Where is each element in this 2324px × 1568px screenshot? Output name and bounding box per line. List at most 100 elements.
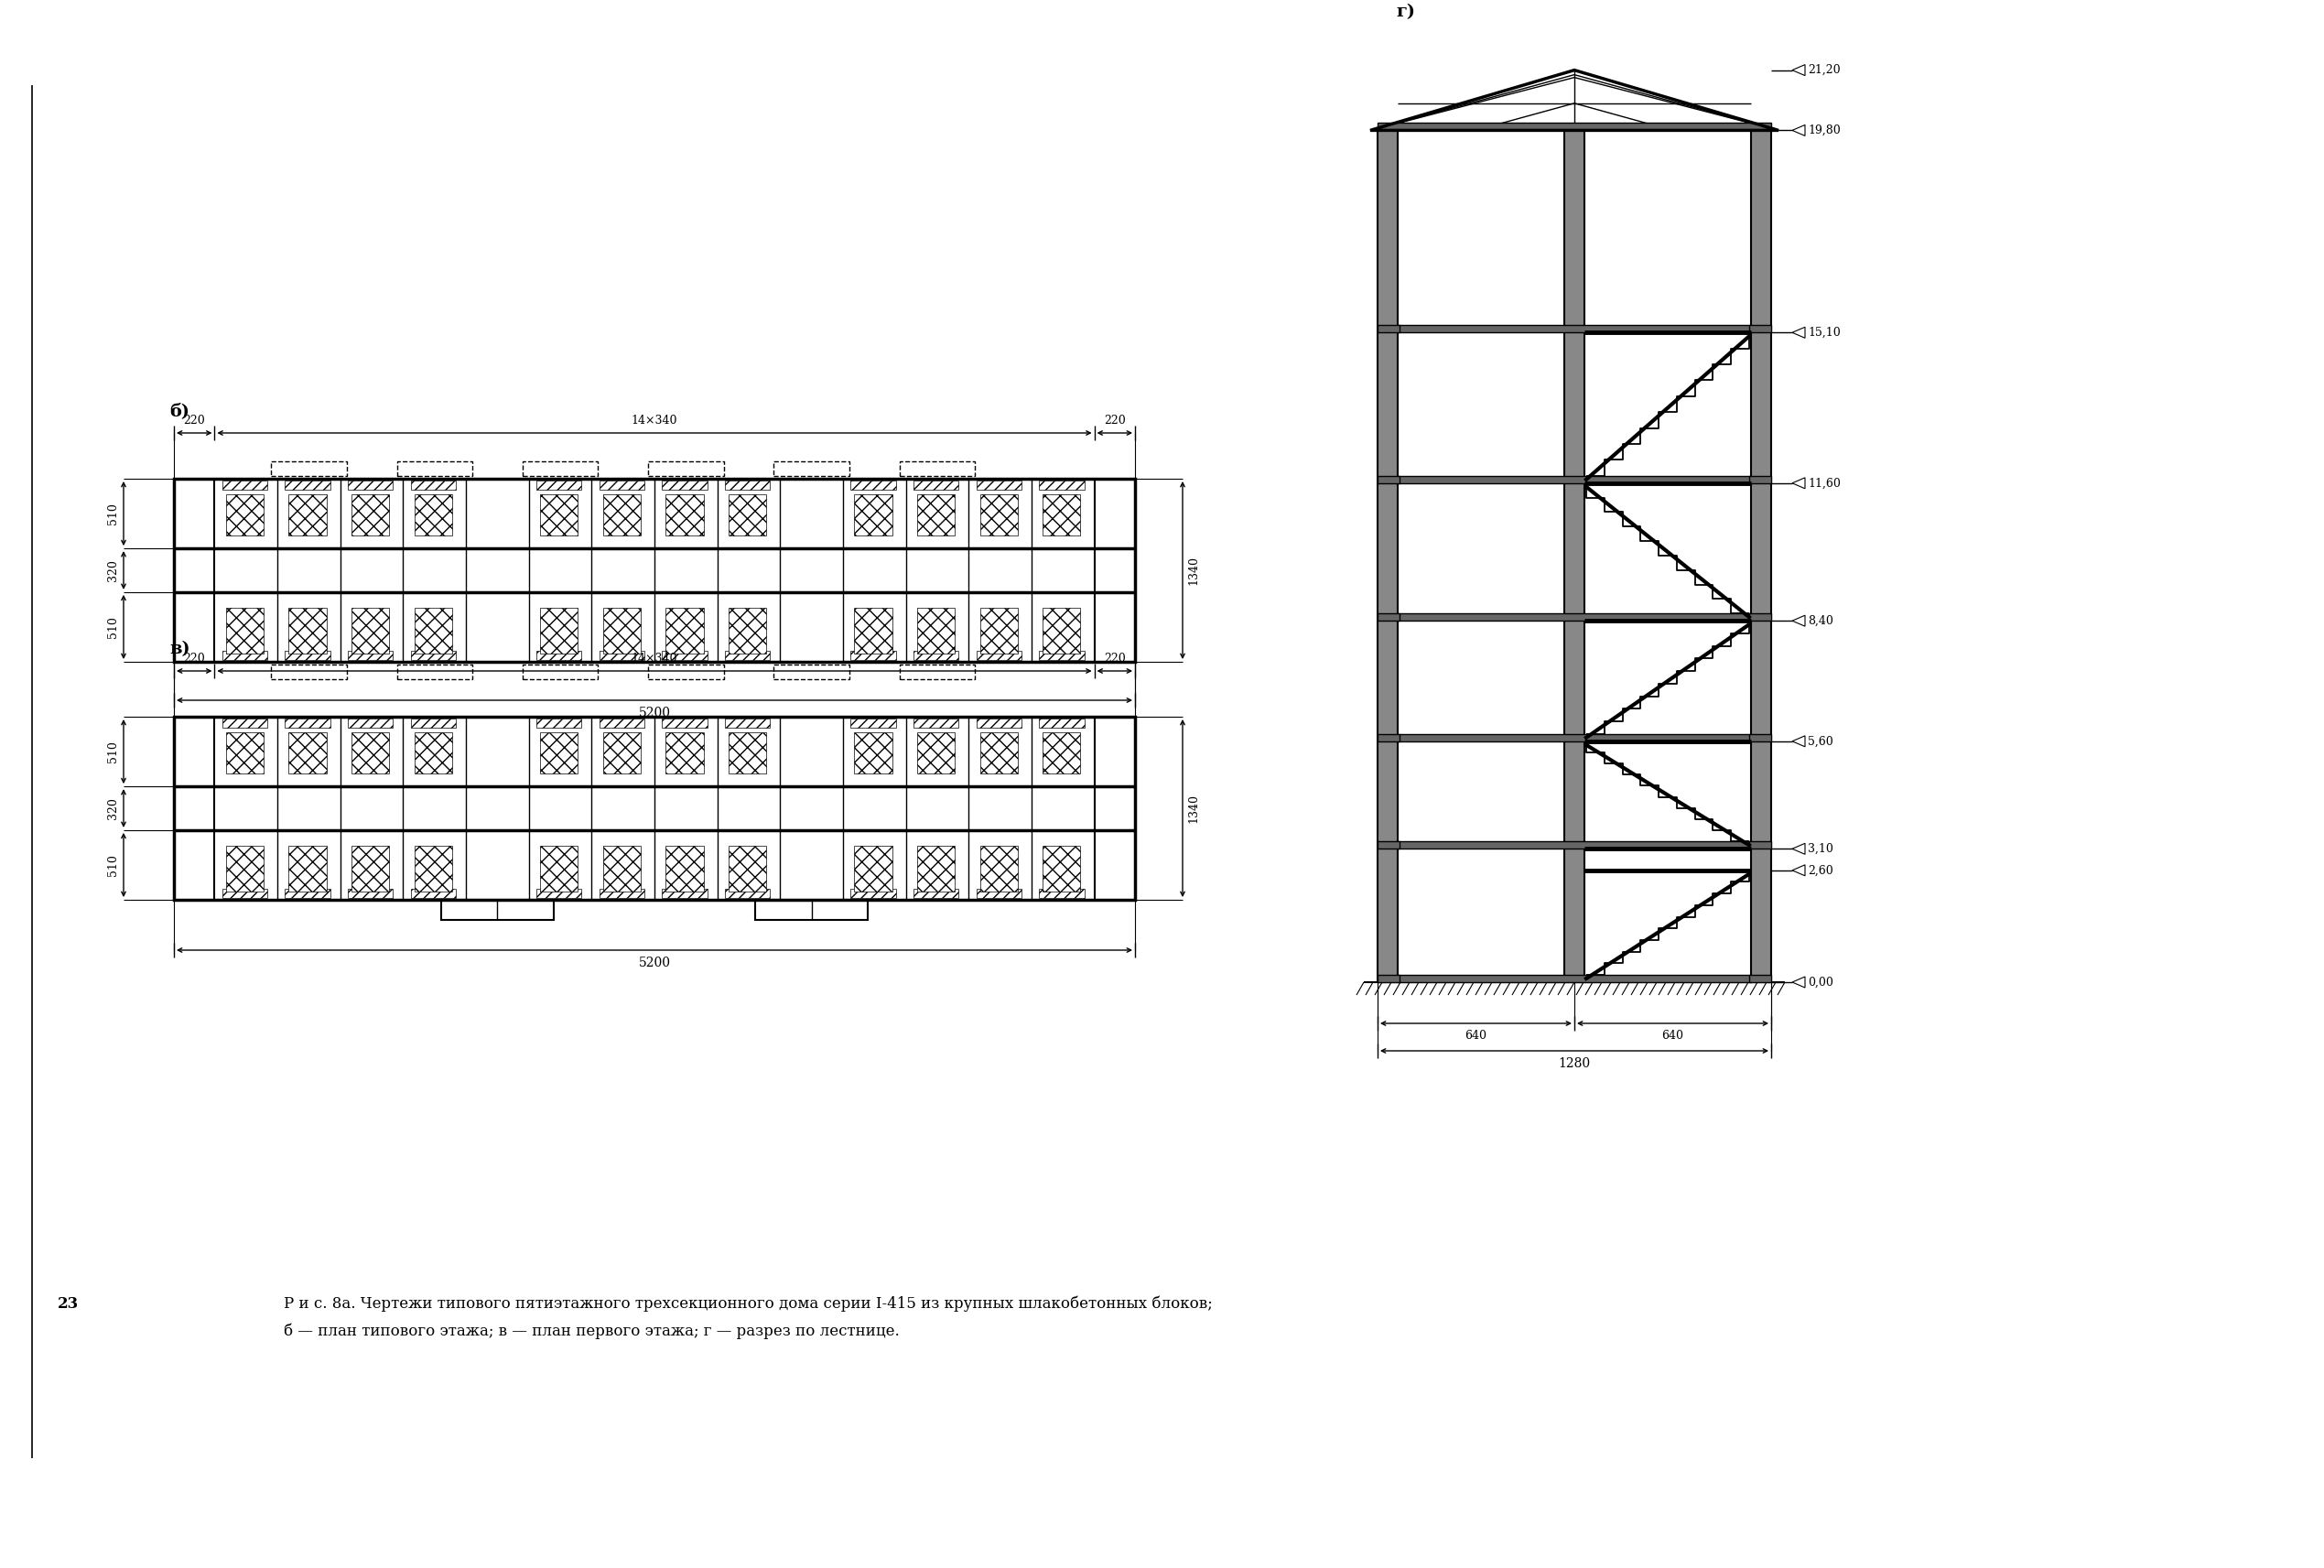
- Bar: [600, 651, 644, 660]
- Polygon shape: [1792, 478, 1806, 489]
- Bar: [600, 889, 644, 898]
- Bar: [976, 718, 1023, 728]
- Text: 21,20: 21,20: [1808, 64, 1841, 77]
- Bar: [976, 889, 1023, 898]
- Text: 2,60: 2,60: [1808, 864, 1834, 877]
- Text: 220: 220: [184, 652, 205, 665]
- Bar: [899, 461, 976, 477]
- Bar: [602, 847, 641, 892]
- Bar: [981, 732, 1018, 775]
- Bar: [414, 608, 453, 654]
- Bar: [397, 665, 472, 679]
- Text: 5200: 5200: [639, 707, 669, 720]
- Bar: [1750, 975, 1771, 982]
- Bar: [1397, 613, 1750, 621]
- Bar: [665, 608, 704, 654]
- Bar: [225, 608, 263, 654]
- Bar: [174, 717, 1134, 900]
- Bar: [913, 480, 957, 489]
- Bar: [918, 847, 955, 892]
- Bar: [349, 480, 393, 489]
- Bar: [725, 718, 769, 728]
- Bar: [1378, 475, 1399, 483]
- Bar: [349, 651, 393, 660]
- Text: б): б): [170, 403, 191, 419]
- Bar: [1750, 842, 1771, 848]
- Bar: [855, 732, 892, 775]
- Bar: [1043, 608, 1081, 654]
- Bar: [913, 889, 957, 898]
- Polygon shape: [1792, 125, 1806, 136]
- Polygon shape: [1792, 615, 1806, 626]
- Bar: [1039, 718, 1085, 728]
- Bar: [665, 732, 704, 775]
- Bar: [1043, 494, 1081, 536]
- Bar: [976, 480, 1023, 489]
- Polygon shape: [1792, 328, 1806, 339]
- Bar: [913, 718, 957, 728]
- Text: г): г): [1397, 3, 1415, 20]
- Bar: [351, 608, 388, 654]
- Bar: [539, 847, 579, 892]
- Text: 510: 510: [107, 616, 119, 638]
- Text: 5,60: 5,60: [1808, 735, 1834, 748]
- Polygon shape: [1792, 866, 1806, 877]
- Bar: [539, 494, 579, 536]
- Bar: [1750, 613, 1771, 621]
- Bar: [725, 651, 769, 660]
- Bar: [272, 461, 346, 477]
- Bar: [665, 494, 704, 536]
- Bar: [918, 608, 955, 654]
- Bar: [648, 461, 723, 477]
- Bar: [725, 480, 769, 489]
- Bar: [537, 889, 581, 898]
- Bar: [662, 889, 706, 898]
- Text: 3,10: 3,10: [1808, 844, 1834, 855]
- Bar: [851, 651, 895, 660]
- Bar: [539, 608, 579, 654]
- Bar: [414, 847, 453, 892]
- Bar: [1564, 130, 1585, 982]
- Bar: [1750, 325, 1771, 332]
- Bar: [349, 889, 393, 898]
- Bar: [1397, 842, 1750, 848]
- Text: 15,10: 15,10: [1808, 326, 1841, 339]
- Bar: [774, 461, 848, 477]
- Bar: [1750, 734, 1771, 742]
- Bar: [1043, 847, 1081, 892]
- Text: 5200: 5200: [639, 956, 669, 969]
- Bar: [1039, 651, 1085, 660]
- Bar: [225, 494, 263, 536]
- Text: 8,40: 8,40: [1808, 615, 1834, 627]
- Bar: [411, 889, 456, 898]
- Bar: [1039, 889, 1085, 898]
- Bar: [1039, 480, 1085, 489]
- Bar: [411, 718, 456, 728]
- Bar: [1397, 325, 1750, 332]
- Bar: [223, 480, 267, 489]
- Text: 220: 220: [1104, 414, 1125, 426]
- Bar: [523, 665, 597, 679]
- Bar: [442, 900, 553, 920]
- Bar: [286, 718, 330, 728]
- Text: 510: 510: [107, 503, 119, 524]
- Bar: [349, 718, 393, 728]
- Text: 220: 220: [184, 414, 205, 426]
- Bar: [755, 900, 869, 920]
- Bar: [918, 732, 955, 775]
- Bar: [286, 651, 330, 660]
- Bar: [523, 461, 597, 477]
- Bar: [855, 608, 892, 654]
- Bar: [855, 847, 892, 892]
- Bar: [411, 480, 456, 489]
- Bar: [851, 718, 895, 728]
- Text: 320: 320: [107, 798, 119, 818]
- Bar: [351, 847, 388, 892]
- Bar: [725, 889, 769, 898]
- Text: 19,80: 19,80: [1808, 124, 1841, 136]
- Text: 0,00: 0,00: [1808, 977, 1834, 988]
- Polygon shape: [1792, 64, 1806, 75]
- Bar: [602, 494, 641, 536]
- Bar: [223, 651, 267, 660]
- Bar: [855, 494, 892, 536]
